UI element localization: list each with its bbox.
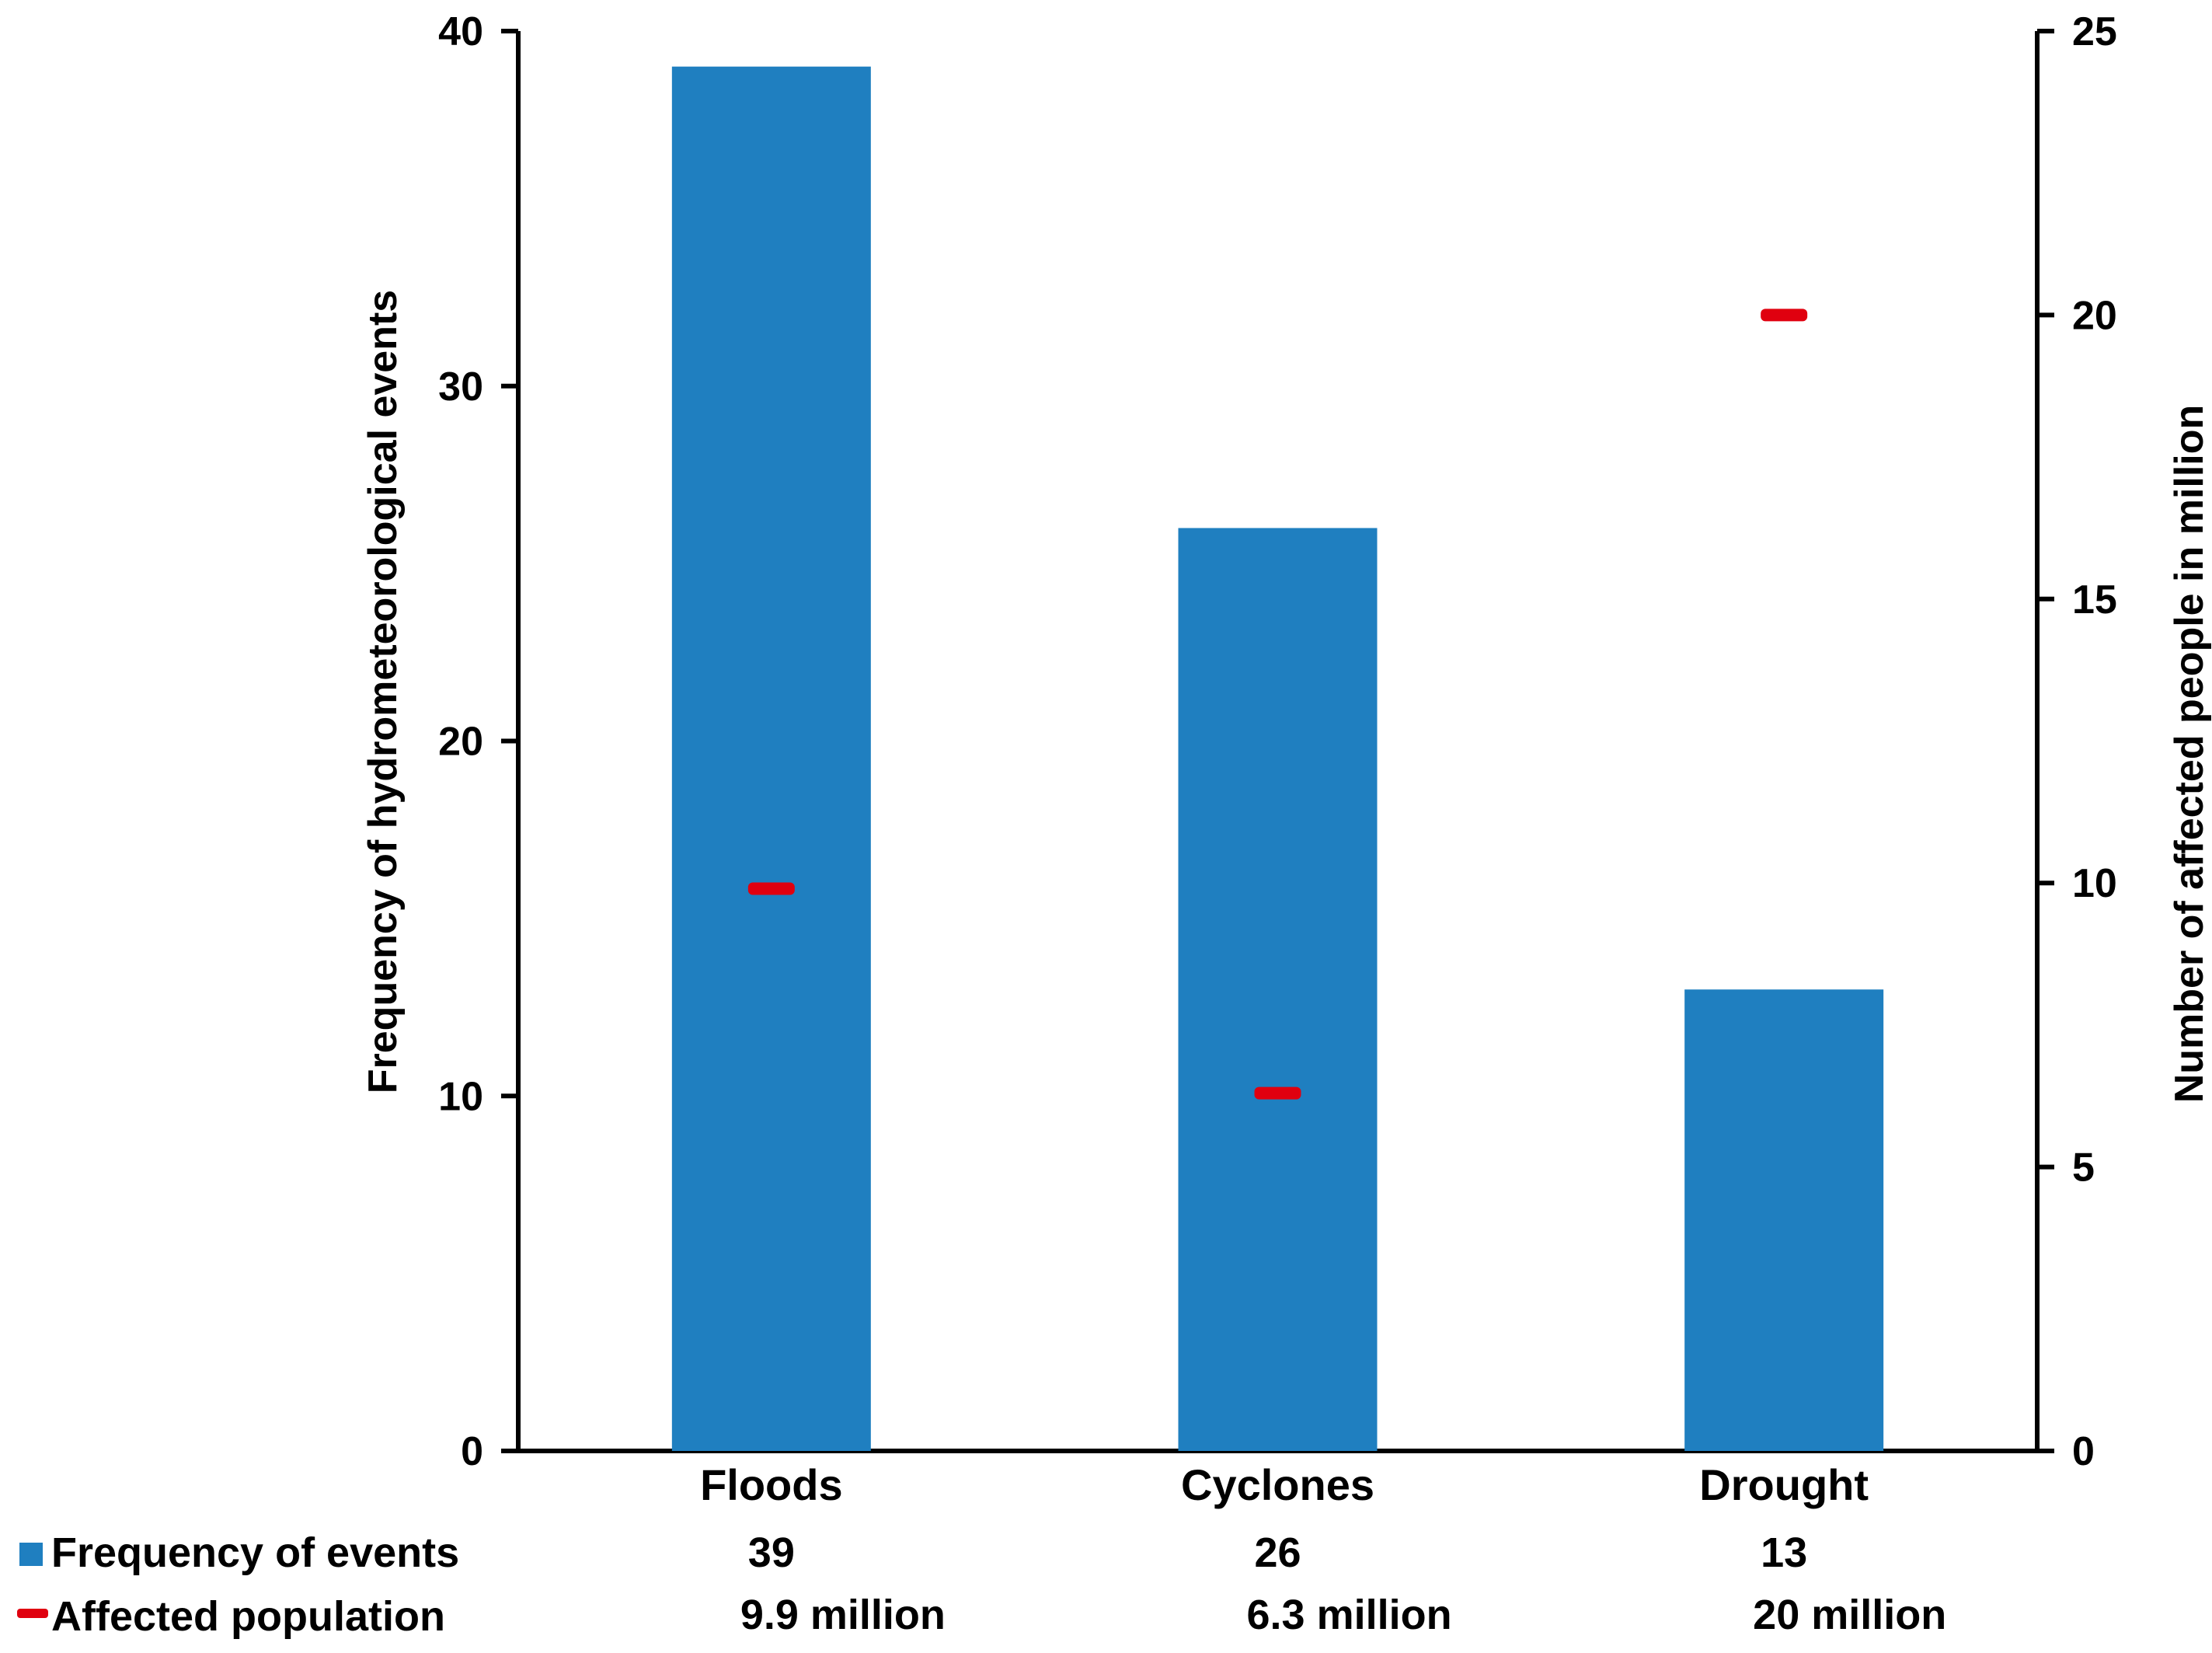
marker-cyclones <box>1254 1086 1301 1100</box>
data-table: Frequency of events Affected population … <box>17 1529 1946 1640</box>
legend-population-label: Affected population <box>51 1593 445 1640</box>
bar-cyclones <box>1178 528 1378 1452</box>
table-cell: 13 <box>1761 1529 1807 1576</box>
table-cell: 20 million <box>1753 1592 1946 1638</box>
bar-floods <box>671 66 871 1451</box>
right-tick-label: 0 <box>2072 1429 2095 1474</box>
bar-series <box>671 66 1884 1452</box>
marker-floods <box>747 882 795 895</box>
red-dash-icon <box>17 1609 48 1618</box>
left-tick-label: 20 <box>438 720 483 765</box>
y-axis-title: Frequency of hydrometeorological events <box>361 290 406 1093</box>
table-cell: 9.9 million <box>740 1592 946 1638</box>
legend-frequency-label: Frequency of events <box>51 1529 459 1576</box>
category-label: Cyclones <box>1181 1460 1374 1509</box>
left-tick-label: 10 <box>438 1074 483 1119</box>
table-cell: 6.3 million <box>1247 1592 1452 1638</box>
table-cell: 39 <box>748 1529 795 1576</box>
marker-series <box>747 309 1808 1100</box>
left-tick-label: 30 <box>438 364 483 410</box>
left-tick-label: 40 <box>438 9 483 54</box>
left-tick-label: 0 <box>461 1429 483 1474</box>
marker-drought <box>1761 309 1808 322</box>
right-tick-label: 5 <box>2072 1146 2095 1191</box>
category-label: Floods <box>700 1460 843 1509</box>
table-cell: 26 <box>1254 1529 1301 1576</box>
bar-drought <box>1684 989 1884 1451</box>
category-label: Drought <box>1699 1460 1869 1509</box>
right-axis-ticks: 0 5 10 15 20 25 <box>2037 9 2117 1474</box>
category-labels: Floods Cyclones Drought <box>700 1460 1869 1509</box>
left-axis-ticks: 0 10 20 30 40 <box>438 9 518 1474</box>
y2-axis-title: Number of affected people in million <box>2167 405 2212 1104</box>
right-tick-label: 15 <box>2072 577 2117 622</box>
right-tick-label: 10 <box>2072 861 2117 906</box>
blue-square-icon <box>19 1543 43 1566</box>
right-tick-label: 25 <box>2072 9 2117 54</box>
right-tick-label: 20 <box>2072 293 2117 338</box>
